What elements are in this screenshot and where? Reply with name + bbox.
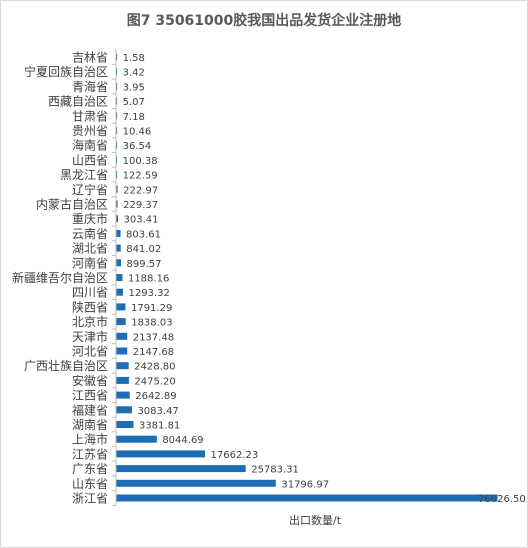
category-label: 山西省: [72, 153, 108, 167]
bars-layer: 浙江省 76026.50 山东省 31796.97 广东省 25783.31 江苏省 1766…: [12, 49, 526, 506]
category-label: 吉林省: [72, 51, 108, 65]
data-label: 25783.31: [251, 465, 299, 476]
bar: [116, 127, 118, 134]
category-label: 广东省: [72, 462, 108, 476]
category-label: 安徽省: [72, 373, 108, 388]
x-axis-label: 出口数量/t: [288, 514, 342, 527]
category-label: 辽宁省: [72, 182, 108, 197]
bar: [116, 259, 122, 267]
data-label: 1.58: [123, 53, 145, 64]
bar: [116, 171, 118, 179]
bar: [116, 362, 129, 370]
data-label: 5.07: [123, 97, 145, 108]
category-label: 北京市: [72, 314, 108, 329]
data-label: 100.38: [123, 156, 158, 167]
bar: [116, 435, 157, 443]
data-label: 899.57: [127, 259, 162, 270]
category-label: 四川省: [72, 286, 108, 300]
category-label: 海南省: [72, 138, 108, 153]
bar: [116, 376, 129, 384]
data-label: 3.42: [123, 68, 145, 79]
data-label: 1188.16: [128, 274, 169, 285]
bar: [116, 112, 118, 120]
bar: [116, 318, 126, 326]
data-label: 3083.47: [137, 406, 178, 417]
category-label: 江西省: [72, 389, 108, 403]
data-label: 2428.80: [134, 362, 175, 373]
category-label: 青海省: [72, 79, 108, 94]
category-label: 上海市: [72, 432, 108, 447]
bar: [116, 82, 118, 90]
category-label: 新疆维吾尔自治区: [12, 270, 108, 285]
category-label: 天津市: [72, 329, 108, 344]
data-label: 1838.03: [131, 318, 172, 329]
bar: [116, 200, 118, 208]
data-label: 222.97: [123, 185, 158, 196]
category-label: 重庆市: [72, 211, 108, 226]
data-label: 2147.68: [133, 347, 174, 358]
category-label: 甘肃省: [72, 109, 108, 123]
data-label: 3.95: [123, 82, 145, 93]
bar: [116, 303, 126, 311]
category-label: 山东省: [72, 477, 108, 491]
data-label: 36.54: [123, 141, 152, 152]
data-label: 2137.48: [133, 332, 174, 343]
bar: [116, 53, 118, 61]
bar: [116, 185, 118, 193]
bar: [116, 215, 119, 223]
data-label: 7.18: [123, 112, 145, 123]
category-label: 宁夏回族自治区: [24, 64, 108, 79]
category-label: 湖北省: [72, 241, 108, 256]
category-label: 浙江省: [72, 492, 108, 506]
data-label: 303.41: [124, 215, 159, 226]
data-label: 17662.23: [211, 450, 259, 461]
category-label: 陕西省: [72, 299, 108, 314]
bar: [116, 347, 128, 355]
data-label: 76026.50: [478, 494, 526, 505]
bar: [116, 391, 130, 399]
category-label: 河南省: [72, 255, 108, 270]
bar: [116, 494, 498, 502]
bar: [116, 450, 206, 458]
data-label: 3381.81: [139, 421, 180, 432]
data-label: 2642.89: [135, 391, 176, 402]
category-label: 黑龙江省: [60, 168, 108, 182]
bar: [116, 288, 123, 296]
data-label: 2475.20: [134, 376, 175, 387]
category-label: 内蒙古自治区: [36, 197, 108, 212]
data-label: 841.02: [126, 244, 161, 255]
category-label: 江苏省: [72, 447, 108, 461]
bar: [116, 406, 132, 414]
bar: [116, 421, 134, 428]
bar: [116, 274, 123, 281]
data-label: 1293.32: [128, 288, 169, 299]
data-label: 1791.29: [131, 303, 172, 314]
bar: [116, 332, 128, 340]
bar: [116, 97, 118, 105]
category-label: 贵州省: [72, 124, 108, 138]
bar: [116, 244, 121, 252]
data-label: 10.46: [123, 127, 152, 138]
chart-title: 图7 35061000胶我国出品发货企业注册地: [126, 13, 402, 29]
category-label: 广西壮族自治区: [24, 359, 108, 373]
bar: [116, 465, 246, 473]
category-label: 福建省: [72, 402, 108, 417]
data-label: 8044.69: [162, 435, 203, 446]
bar: [116, 479, 276, 487]
data-label: 803.61: [126, 229, 161, 240]
bar: [116, 156, 118, 164]
data-label: 31796.97: [281, 479, 329, 490]
data-label: 122.59: [123, 171, 158, 182]
bar: [116, 229, 121, 237]
category-label: 云南省: [72, 226, 108, 241]
category-label: 湖南省: [72, 417, 108, 432]
data-label: 229.37: [123, 200, 158, 211]
bar: [116, 68, 118, 76]
category-label: 河北省: [72, 345, 108, 359]
category-label: 西藏自治区: [48, 95, 108, 109]
bar: [116, 141, 118, 149]
